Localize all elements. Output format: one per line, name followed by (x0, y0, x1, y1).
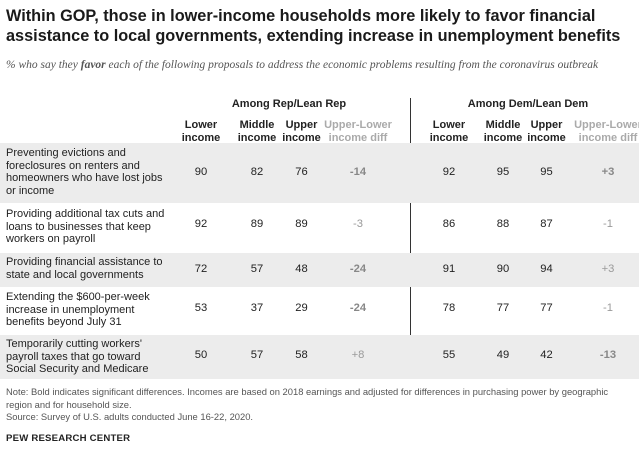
table-row (0, 253, 639, 287)
rep-cell-2: 82 (250, 166, 264, 178)
rep-col-header-4: Upper-Lower income diff (324, 119, 392, 144)
chart-title: Within GOP, those in lower-income househ… (6, 7, 621, 45)
footer-source: Source: Survey of U.S. adults conducted … (6, 411, 254, 422)
dem-col-header-3: Upper income (527, 119, 566, 144)
rep-cell-3: 76 (295, 166, 308, 178)
footer-notes: Note: Bold indicates significant differe… (6, 386, 631, 424)
dem-cell-4: -1 (603, 218, 613, 230)
dem-col-header-2: Middle income (483, 119, 523, 144)
rep-cell-2: 89 (250, 218, 264, 230)
rep-cell-2: 57 (250, 349, 264, 361)
rep-cell-4: -24 (349, 302, 367, 314)
subtitle-pre: % who say they (6, 59, 81, 71)
subtitle-emphasis: favor (80, 59, 106, 71)
dem-cell-3: 95 (540, 166, 553, 178)
row-label: Extending the $600-per-week increase in … (6, 291, 150, 329)
dem-cell-4: +3 (601, 263, 615, 275)
rep-cell-4: -14 (349, 166, 367, 178)
row-label: Preventing evictions and foreclosures on… (6, 147, 163, 197)
dem-cell-1: 86 (442, 218, 456, 230)
rep-cell-4: -24 (349, 263, 367, 275)
dem-cell-4: -13 (599, 349, 617, 361)
dem-cell-2: 90 (496, 263, 510, 275)
group-header-dem: Among Dem/Lean Dem (467, 98, 589, 110)
row-label: Temporarily cutting workers' payroll tax… (6, 338, 149, 376)
rep-cell-3: 58 (295, 349, 308, 361)
subtitle-post: each of the following proposals to addre… (105, 59, 599, 71)
dem-cell-1: 91 (442, 263, 456, 275)
dem-cell-1: 78 (442, 302, 456, 314)
group-divider (410, 98, 411, 378)
rep-cell-2: 57 (250, 263, 264, 275)
dem-col-header-4: Upper-Lower income diff (574, 119, 639, 144)
chart-subtitle: % who say they favor each of the followi… (6, 58, 631, 73)
brand-logo-text: PEW RESEARCH CENTER (6, 433, 131, 444)
rep-col-header-1: Lower income (181, 119, 221, 144)
rep-cell-1: 53 (194, 302, 208, 314)
dem-cell-2: 77 (496, 302, 510, 314)
rep-cell-2: 37 (250, 302, 264, 314)
dem-cell-3: 87 (540, 218, 553, 230)
rep-cell-4: +8 (351, 349, 365, 361)
rep-cell-1: 90 (194, 166, 208, 178)
rep-col-header-2: Middle income (237, 119, 277, 144)
rep-cell-3: 29 (295, 302, 308, 314)
table-row (0, 335, 639, 379)
dem-cell-2: 49 (496, 349, 510, 361)
row-label: Providing financial assistance to state … (6, 256, 163, 281)
group-header-rep: Among Rep/Lean Rep (231, 98, 347, 110)
table-row (0, 143, 639, 203)
dem-cell-3: 94 (540, 263, 553, 275)
rep-cell-4: -3 (353, 218, 363, 230)
dem-cell-4: -1 (603, 302, 613, 314)
row-label: Providing additional tax cuts and loans … (6, 208, 165, 246)
rep-cell-1: 50 (194, 349, 208, 361)
rep-cell-3: 89 (295, 218, 308, 230)
dem-cell-2: 88 (496, 218, 510, 230)
dem-cell-3: 42 (540, 349, 553, 361)
rep-cell-3: 48 (295, 263, 308, 275)
rep-cell-1: 72 (194, 263, 208, 275)
dem-cell-1: 55 (442, 349, 456, 361)
dem-cell-1: 92 (442, 166, 456, 178)
dem-cell-4: +3 (601, 166, 615, 178)
footer-note: Note: Bold indicates significant differe… (6, 386, 609, 410)
dem-cell-2: 95 (496, 166, 510, 178)
rep-cell-1: 92 (194, 218, 208, 230)
rep-col-header-3: Upper income (282, 119, 321, 144)
dem-cell-3: 77 (540, 302, 553, 314)
dem-col-header-1: Lower income (429, 119, 469, 144)
